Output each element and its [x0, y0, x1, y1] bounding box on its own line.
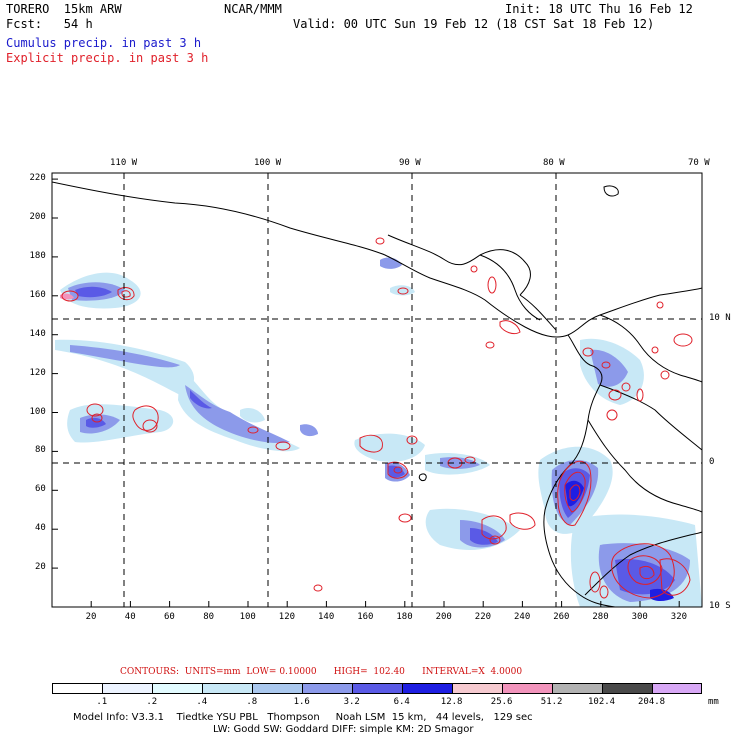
y-tick-label: 80 — [35, 445, 46, 456]
legend-break-label: 1.6 — [293, 697, 310, 707]
legend-swatch — [202, 683, 252, 694]
legend-swatch — [302, 683, 352, 694]
y-tick-label: 140 — [29, 328, 46, 339]
legend-break-label: 25.6 — [490, 697, 513, 707]
legend-break-label: 6.4 — [393, 697, 410, 707]
y-tick-label: 160 — [29, 289, 46, 300]
lat-label-0: 0 — [709, 457, 715, 467]
legend-swatch — [152, 683, 202, 694]
y-tick-label: 220 — [29, 173, 46, 184]
x-tick-label: 40 — [124, 612, 136, 622]
legend-swatch — [102, 683, 152, 694]
y-tick-label: 60 — [35, 484, 46, 495]
legend-break-label: 12.8 — [440, 697, 463, 707]
legend-break-label: .1 — [96, 697, 108, 707]
x-tick-label: 160 — [357, 612, 374, 622]
init-time: Init: 18 UTC Thu 16 Feb 12 — [505, 2, 693, 16]
model-info-line-2: LW: Godd SW: Goddard DIFF: simple KM: 2D… — [213, 724, 474, 735]
legend-break-label: 3.2 — [343, 697, 360, 707]
x-tick-label: 100 — [239, 612, 256, 622]
lon-label-70w: 70 W — [688, 158, 710, 168]
legend-break-label: 102.4 — [588, 697, 616, 707]
y-tick-label: 200 — [29, 212, 46, 222]
cumulus-legend-title: Cumulus precip. in past 3 h — [6, 36, 202, 50]
x-tick-label: 200 — [435, 612, 452, 622]
forecast-hour: Fcst: 54 h — [6, 17, 93, 31]
lon-label-90w: 90 W — [399, 158, 421, 168]
center-name: NCAR/MMM — [224, 2, 282, 16]
x-tick-label: 260 — [553, 612, 570, 622]
coastlines — [52, 181, 702, 607]
legend-swatch — [52, 683, 102, 694]
contour-info: CONTOURS: UNITS=mm LOW= 0.10000 HIGH= 10… — [120, 667, 523, 677]
lon-label-80w: 80 W — [543, 158, 565, 168]
model-name: TORERO 15km ARW — [6, 2, 122, 16]
explicit-legend-title: Explicit precip. in past 3 h — [6, 51, 209, 65]
x-tick-label: 20 — [85, 612, 97, 622]
lon-label-110w: 110 W — [110, 158, 138, 168]
lat-label-10s: 10 S — [709, 601, 731, 611]
x-tick-label: 80 — [203, 612, 215, 622]
lat-lon-grid — [52, 173, 702, 607]
x-tick-label: 300 — [631, 612, 648, 622]
cumulus-precip-fields — [55, 257, 702, 607]
model-info-line-1: Model Info: V3.3.1 Tiedtke YSU PBL Thomp… — [73, 712, 533, 723]
y-tick-label: 120 — [29, 367, 46, 378]
map-frame — [51, 172, 703, 608]
legend-break-label: 51.2 — [540, 697, 563, 707]
y-tick-label: 100 — [29, 406, 46, 417]
y-tick-label: 180 — [29, 250, 46, 261]
legend-swatch — [402, 683, 452, 694]
legend-swatch — [552, 683, 602, 694]
x-tick-label: 120 — [278, 612, 296, 622]
legend-break-label: 204.8 — [638, 697, 666, 707]
lat-label-10n: 10 N — [709, 313, 731, 323]
x-tick-label: 180 — [396, 612, 413, 622]
legend-swatch — [602, 683, 652, 694]
axis-tick-marks — [52, 178, 680, 607]
legend-swatch — [652, 683, 702, 694]
legend-break-label: .4 — [196, 697, 208, 707]
x-tick-label: 60 — [164, 612, 175, 622]
x-tick-label: 280 — [592, 612, 609, 622]
legend-unit: mm — [708, 697, 719, 707]
x-tick-label: 140 — [318, 612, 335, 622]
y-tick-label: 40 — [35, 523, 46, 534]
valid-time: Valid: 00 UTC Sun 19 Feb 12 (18 CST Sat … — [293, 17, 655, 31]
x-tick-label: 220 — [474, 612, 492, 622]
lon-label-100w: 100 W — [254, 158, 282, 168]
legend-swatch — [452, 683, 502, 694]
legend-break-label: .8 — [246, 697, 258, 707]
legend-swatch — [502, 683, 552, 694]
x-tick-label: 240 — [514, 612, 531, 622]
legend-swatch — [252, 683, 302, 694]
legend-swatch — [352, 683, 402, 694]
legend-break-label: .2 — [146, 697, 158, 707]
x-tick-label: 320 — [670, 612, 688, 622]
y-tick-label: 20 — [35, 562, 46, 573]
explicit-precip-contours — [61, 237, 693, 599]
